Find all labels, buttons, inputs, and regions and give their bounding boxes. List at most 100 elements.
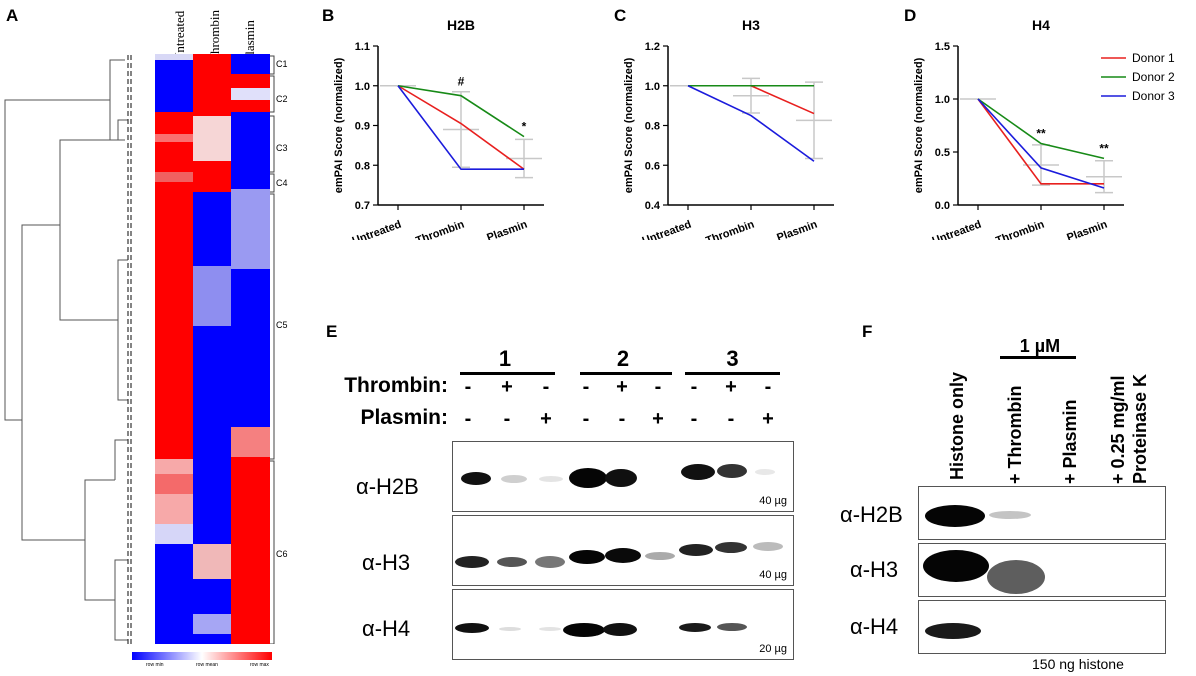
band — [501, 475, 527, 483]
band — [455, 623, 489, 633]
significance-mark: # — [458, 75, 465, 89]
blot-f-h2b-membrane — [918, 486, 1166, 540]
cluster-label-c3: C3 — [276, 143, 288, 153]
concentration-line — [1000, 356, 1076, 359]
plasmin-lane-8: - — [727, 408, 735, 430]
y-axis-label: emPAI Score (normalized) — [333, 57, 345, 193]
blot-f-label-h2b: α-H2B — [840, 502, 903, 527]
band — [461, 472, 491, 485]
x-tick-label: Plasmin — [485, 218, 529, 240]
y-tick-label: 1.5 — [935, 41, 950, 53]
series-line-donor-3 — [687, 85, 815, 162]
legend-label-donor-2: Donor 2 — [1132, 70, 1175, 84]
legend-row-max: row max — [250, 662, 269, 668]
band — [569, 550, 605, 564]
blot-e-label-h2b: α-H2B — [356, 474, 419, 499]
band — [717, 623, 747, 631]
plasmin-lane-1: - — [464, 408, 472, 430]
blot-e-label-h3: α-H3 — [362, 550, 411, 575]
amount-h4: 20 µg — [759, 643, 787, 655]
legend-row-min: row min — [146, 662, 164, 668]
x-tick-label: Untreated — [641, 219, 693, 240]
cluster-label-c5: C5 — [276, 320, 288, 330]
y-tick-label: 0.9 — [355, 121, 370, 133]
thrombin-lane-3: - — [542, 376, 550, 398]
y-axis-label: emPAI Score (normalized) — [913, 57, 925, 193]
group-2-number: 2 — [616, 346, 630, 371]
x-tick-label: Thrombin — [704, 218, 756, 240]
chart-title-h3: H3 — [742, 17, 760, 33]
legend-label-donor-1: Donor 1 — [1132, 51, 1175, 65]
band — [987, 560, 1045, 594]
series-line-donor-2 — [397, 84, 525, 138]
plasmin-lane-9: + — [762, 408, 774, 430]
thrombin-lane-8: + — [725, 376, 737, 398]
significance-mark: ** — [1036, 127, 1046, 141]
thrombin-lane-2: + — [501, 376, 513, 398]
col-proteinase-k: Proteinase K — [1130, 373, 1150, 484]
series-line-donor-3 — [397, 85, 524, 171]
series-line-donor-1 — [977, 98, 1104, 185]
amount-h3: 40 µg — [759, 569, 787, 581]
blot-f-footer: 150 ng histone — [1032, 656, 1124, 672]
band — [679, 544, 713, 556]
thrombin-lane-1: - — [464, 376, 472, 398]
blot-f-h4-membrane — [918, 600, 1166, 654]
y-tick-label: 1.1 — [355, 41, 370, 53]
group-1-line — [460, 372, 555, 375]
col-histone-only: Histone only — [947, 371, 967, 480]
band — [753, 542, 783, 551]
plasmin-lane-6: + — [652, 408, 664, 430]
band — [499, 627, 521, 631]
dendrogram — [4, 55, 132, 645]
thrombin-lane-5: + — [616, 376, 628, 398]
y-axis-label: emPAI Score (normalized) — [623, 57, 635, 193]
y-tick-label: 1.0 — [935, 94, 950, 106]
band — [569, 468, 607, 488]
y-tick-label: 0.4 — [645, 200, 661, 212]
group-3-number: 3 — [726, 346, 739, 371]
band — [717, 464, 747, 478]
series-line-donor-2 — [977, 98, 1105, 160]
band — [539, 476, 563, 482]
x-tick-label: Thrombin — [994, 218, 1046, 240]
plasmin-lane-7: - — [690, 408, 698, 430]
x-tick-label: Untreated — [351, 219, 403, 240]
heatmap-grid — [155, 54, 270, 644]
y-tick-label: 1.0 — [645, 81, 660, 93]
series-line-donor-1 — [397, 85, 525, 170]
band — [645, 552, 675, 560]
cluster-label-c6: C6 — [276, 549, 288, 559]
blot-f-label-h3: α-H3 — [850, 557, 899, 582]
y-tick-label: 0.0 — [935, 200, 950, 212]
chart-title-h2b: H2B — [447, 17, 475, 33]
band — [605, 469, 637, 487]
significance-mark: ** — [1099, 141, 1109, 155]
series-line-donor-3 — [977, 98, 1105, 189]
band — [989, 511, 1031, 519]
cluster-label-c2: C2 — [276, 94, 288, 104]
y-tick-label: 0.8 — [355, 160, 370, 172]
band — [925, 505, 985, 527]
chart-title-h4: H4 — [1032, 17, 1050, 33]
chart-h3: H3 emPAI Score (normalized) 0.4 0.6 0.8 1.0 1.… — [623, 17, 834, 240]
y-tick-label: 1.0 — [355, 81, 370, 93]
blot-f-label-h4: α-H4 — [850, 614, 899, 639]
panel-b-letter: B — [322, 6, 335, 25]
panel-a-letter: A — [6, 6, 19, 25]
y-tick-label: 0.7 — [355, 200, 370, 212]
plasmin-lane-2: - — [503, 408, 511, 430]
concentration-label: 1 µM — [1019, 336, 1061, 356]
band — [535, 556, 565, 568]
chart-h4: H4 emPAI Score (normalized) 0.0 0.5 1.0 1.5 Un… — [913, 17, 1175, 240]
band — [539, 627, 561, 631]
panel-e-letter: E — [326, 322, 338, 341]
y-tick-label: 0.8 — [645, 121, 660, 133]
col-thrombin: + Thrombin — [1005, 385, 1025, 485]
band — [563, 623, 605, 637]
y-tick-label: 0.6 — [645, 160, 660, 172]
legend-label-donor-3: Donor 3 — [1132, 89, 1175, 103]
heatmap-color-legend — [132, 652, 272, 660]
panel-f-letter: F — [862, 322, 873, 341]
band — [923, 550, 989, 582]
